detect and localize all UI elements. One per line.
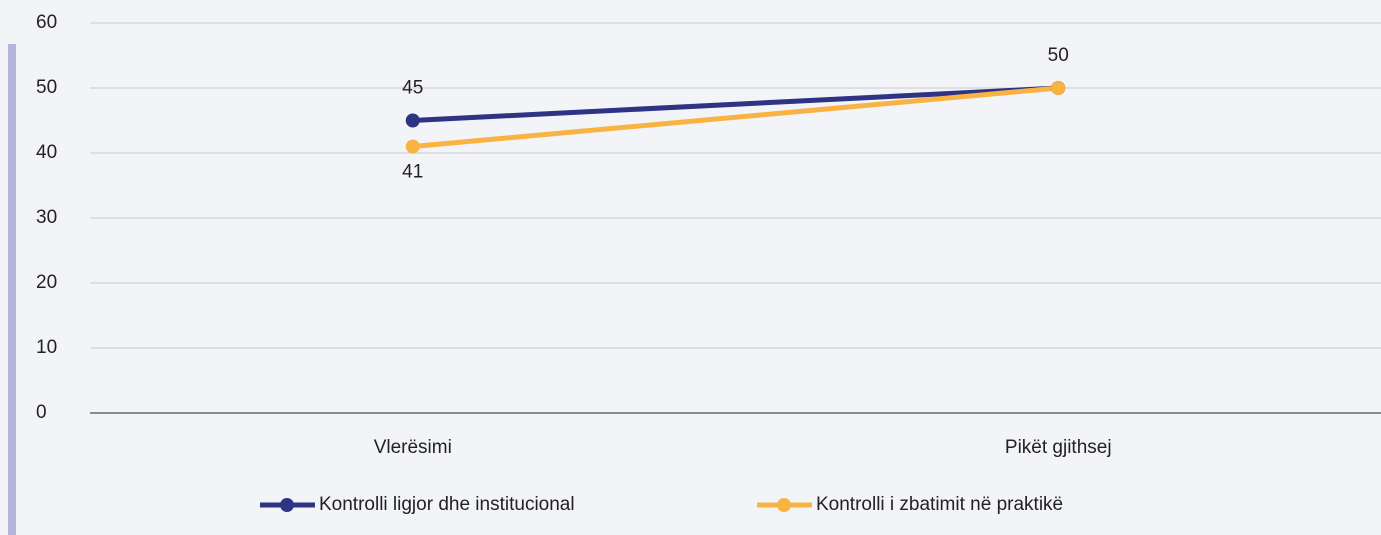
- data-label: 45: [402, 78, 423, 99]
- legend-marker: [280, 498, 294, 512]
- x-tick-label: Pikët gjithsej: [1005, 437, 1112, 458]
- data-label: 50: [1048, 45, 1069, 66]
- legend-label: Kontrolli i zbatimit në praktikë: [816, 494, 1063, 515]
- series-line: [412, 85, 1059, 149]
- series-line: [412, 85, 1059, 123]
- y-tick-label: 60: [36, 12, 57, 33]
- y-tick-label: 50: [36, 77, 57, 98]
- data-point: [405, 113, 420, 128]
- legend-marker: [777, 498, 791, 512]
- legend-label: Kontrolli ligjor dhe institucional: [319, 494, 575, 515]
- y-tick-label: 0: [36, 402, 47, 423]
- y-tick-label: 20: [36, 272, 57, 293]
- data-point: [405, 139, 420, 154]
- data-point: [1051, 81, 1066, 95]
- side-accent: [8, 44, 16, 535]
- data-label: 41: [402, 162, 423, 183]
- x-tick-label: Vlerësimi: [374, 437, 452, 458]
- y-tick-label: 40: [36, 142, 57, 163]
- y-tick-label: 30: [36, 207, 57, 228]
- y-tick-label: 10: [36, 337, 57, 358]
